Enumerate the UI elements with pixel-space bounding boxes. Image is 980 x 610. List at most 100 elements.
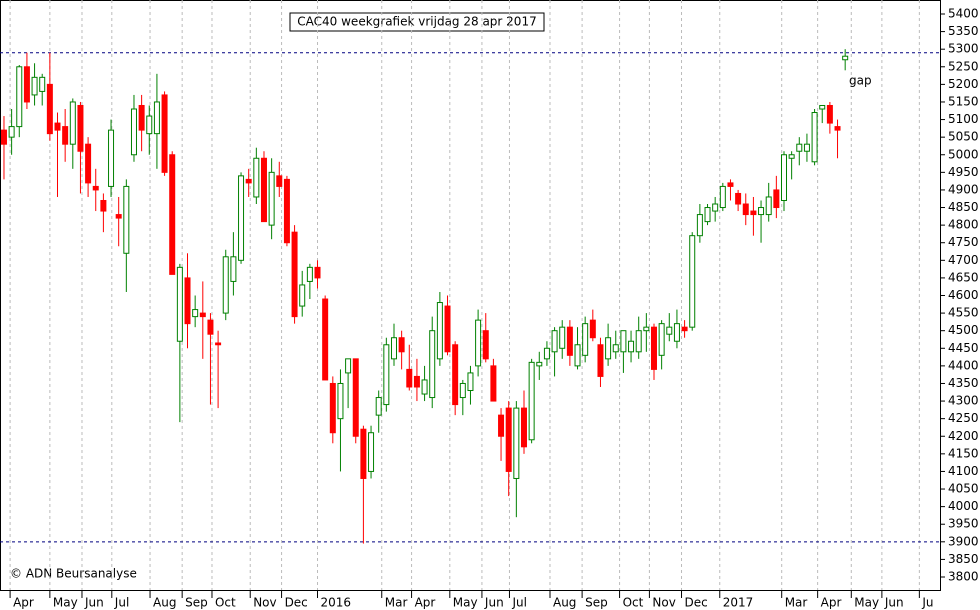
candle-body bbox=[528, 361, 535, 441]
title-box bbox=[289, 12, 545, 32]
x-tick-label: Jul bbox=[114, 596, 129, 610]
x-tick-label: Aug bbox=[153, 596, 176, 610]
candle-body bbox=[589, 319, 596, 339]
x-tick-label: Oct bbox=[623, 596, 644, 610]
candle-body bbox=[628, 340, 635, 353]
y-tick-label: 4400 bbox=[948, 358, 979, 372]
x-tick-label: Apr bbox=[13, 596, 34, 610]
candle-body bbox=[176, 266, 183, 342]
candle-body bbox=[536, 361, 543, 367]
candle-body bbox=[635, 330, 642, 353]
candle-body bbox=[650, 326, 657, 370]
candle-body bbox=[490, 365, 497, 402]
candle-body bbox=[215, 342, 222, 346]
candle-body bbox=[337, 382, 344, 420]
candle-body bbox=[161, 94, 168, 173]
candle-body bbox=[658, 323, 665, 356]
candle-body bbox=[505, 407, 512, 472]
y-tick-label: 3950 bbox=[948, 517, 979, 531]
candle-body bbox=[138, 104, 145, 131]
candle-body bbox=[184, 277, 191, 325]
candle-body bbox=[681, 326, 688, 332]
candle-body bbox=[322, 298, 329, 381]
candle-body bbox=[582, 323, 589, 356]
candle-body bbox=[421, 379, 428, 395]
x-tick-label: Sep bbox=[585, 596, 608, 610]
x-tick-label: May bbox=[854, 596, 879, 610]
candle-body bbox=[153, 101, 160, 135]
candle-body bbox=[8, 126, 15, 138]
x-tick-label: 2016 bbox=[321, 596, 352, 610]
y-tick-label: 5350 bbox=[948, 24, 979, 38]
x-tick-label: Aug bbox=[553, 596, 576, 610]
y-tick-label: 4850 bbox=[948, 200, 979, 214]
candle-body bbox=[375, 397, 382, 416]
candle-body bbox=[765, 196, 772, 216]
candle-body bbox=[23, 66, 30, 103]
candle-body bbox=[842, 55, 849, 61]
candle-body bbox=[39, 76, 46, 92]
candle-body bbox=[826, 104, 833, 124]
y-tick-label: 3800 bbox=[948, 570, 979, 584]
candle-body bbox=[291, 231, 298, 318]
candle-body bbox=[16, 66, 23, 128]
x-tick-label: Dec bbox=[285, 596, 308, 610]
candle-body bbox=[69, 101, 76, 145]
candle-body bbox=[758, 207, 765, 216]
candle-body bbox=[666, 326, 673, 335]
candle-body bbox=[612, 344, 619, 353]
candle-body bbox=[345, 358, 352, 374]
y-tick-label: 4500 bbox=[948, 323, 979, 337]
candle-body bbox=[268, 171, 275, 226]
candle-body bbox=[299, 284, 306, 307]
y-tick-label: 4450 bbox=[948, 341, 979, 355]
candle-body bbox=[390, 337, 397, 360]
candle-body bbox=[108, 129, 115, 187]
candle-body bbox=[459, 382, 466, 399]
y-tick-label: 3850 bbox=[948, 552, 979, 566]
y-tick-label: 4800 bbox=[948, 218, 979, 232]
x-tick-label: Oct bbox=[215, 596, 236, 610]
candle-body bbox=[773, 189, 780, 209]
candle-body bbox=[696, 214, 703, 237]
y-tick-label: 4050 bbox=[948, 482, 979, 496]
y-tick-label: 5150 bbox=[948, 94, 979, 108]
candle-body bbox=[643, 326, 650, 332]
candle-body bbox=[429, 330, 436, 399]
candle-body bbox=[192, 309, 199, 318]
y-tick-label: 4900 bbox=[948, 182, 979, 196]
candle-body bbox=[834, 126, 841, 131]
candle-body bbox=[452, 344, 459, 406]
x-tick-label: Mar bbox=[785, 596, 808, 610]
candle-body bbox=[513, 407, 520, 479]
x-tick-label: 2017 bbox=[723, 596, 754, 610]
candle-body bbox=[92, 185, 99, 191]
plot-frame bbox=[0, 0, 941, 591]
y-tick-label: 5050 bbox=[948, 130, 979, 144]
candle-body bbox=[719, 185, 726, 209]
candle-body bbox=[245, 178, 252, 184]
candle-body bbox=[796, 143, 803, 152]
candle-body bbox=[803, 143, 810, 152]
candle-body bbox=[475, 319, 482, 367]
candle-body bbox=[360, 428, 367, 479]
candle-body bbox=[146, 115, 153, 135]
candle-body bbox=[0, 129, 7, 145]
candle-body bbox=[207, 319, 214, 335]
candle-body bbox=[54, 122, 61, 131]
candle-body bbox=[283, 178, 290, 244]
candle-body bbox=[383, 344, 390, 406]
y-tick-label: 4300 bbox=[948, 394, 979, 408]
y-tick-label: 4700 bbox=[948, 253, 979, 267]
candle-body bbox=[559, 326, 566, 349]
x-tick-label: Apr bbox=[415, 596, 436, 610]
candle-body bbox=[276, 175, 283, 187]
x-tick-label: Jun bbox=[884, 596, 904, 610]
y-tick-label: 4000 bbox=[948, 499, 979, 513]
y-tick-label: 4350 bbox=[948, 376, 979, 390]
y-tick-label: 4600 bbox=[948, 288, 979, 302]
annotation: gap bbox=[849, 73, 872, 87]
candle-body bbox=[130, 108, 137, 156]
x-tick-label: Nov bbox=[253, 596, 276, 610]
candle-body bbox=[260, 157, 267, 223]
